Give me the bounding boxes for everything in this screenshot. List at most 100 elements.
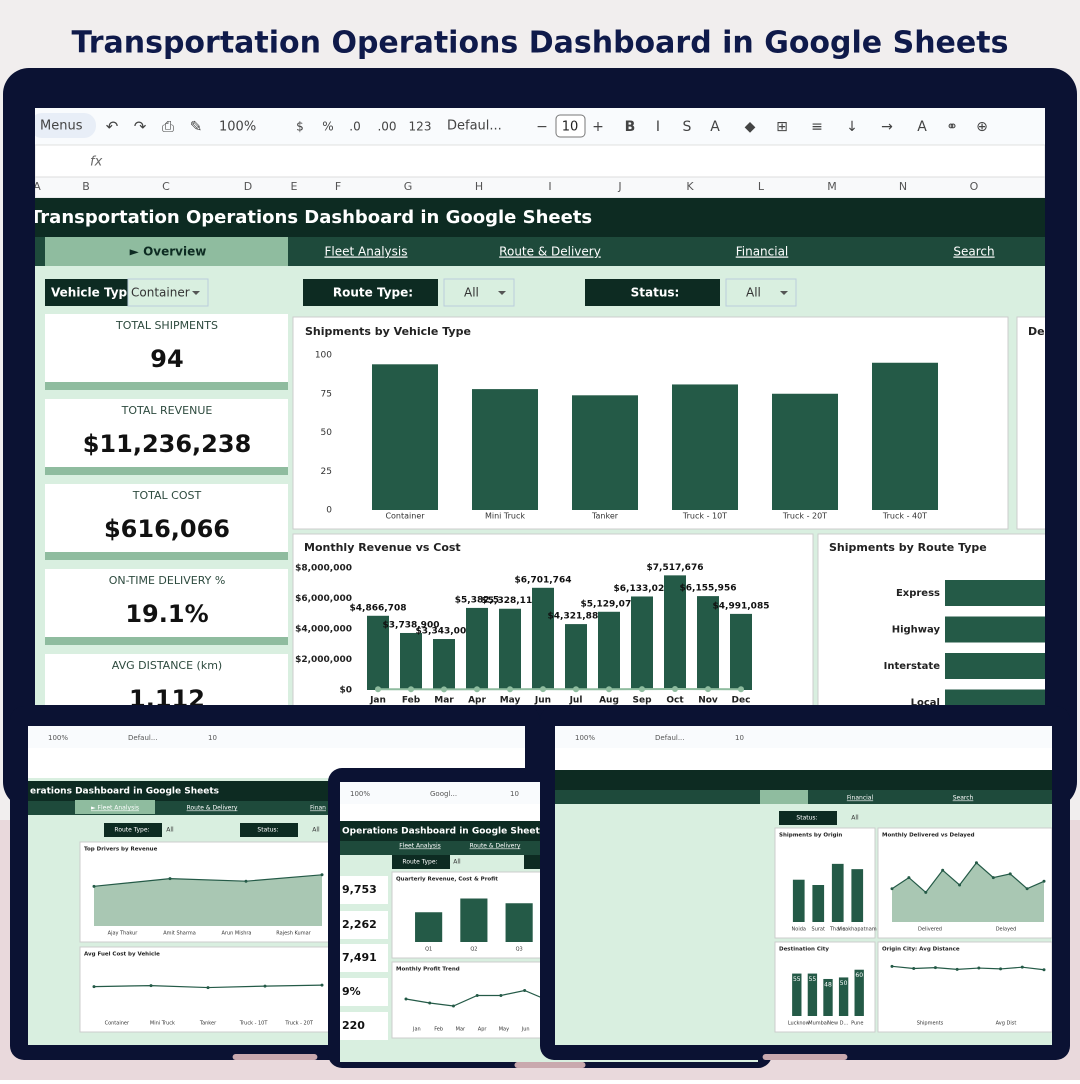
toolbar-icon[interactable]: ✎ xyxy=(190,118,203,136)
filter-value[interactable]: All xyxy=(464,286,479,300)
toolbar-icon[interactable]: − xyxy=(536,119,548,135)
tab[interactable]: Route & Delivery xyxy=(187,805,238,812)
format-button[interactable]: 123 xyxy=(409,120,432,134)
filter[interactable]: All xyxy=(453,859,461,866)
laptop-base xyxy=(763,1054,848,1060)
toolbar-icon[interactable]: ↶ xyxy=(106,118,119,136)
tab[interactable]: Search xyxy=(953,795,974,802)
format-button[interactable]: .0 xyxy=(349,120,360,134)
toolbar-icon[interactable]: ⊞ xyxy=(776,119,788,135)
filter[interactable]: All xyxy=(312,827,320,834)
toolbar-icon[interactable]: ↷ xyxy=(134,118,147,136)
data-label: 55 xyxy=(809,976,817,983)
filter-value[interactable]: Container xyxy=(131,286,190,300)
toolbar-icon[interactable]: ⎙ xyxy=(162,118,174,136)
line-point xyxy=(245,880,248,883)
chart-title: Destination City xyxy=(779,947,829,953)
format-button[interactable]: $ xyxy=(296,120,304,134)
format-button[interactable]: % xyxy=(322,120,333,134)
format-button[interactable]: .00 xyxy=(377,120,396,134)
x-tick-label: Surat xyxy=(812,927,825,933)
toolbar-icon[interactable]: ⊕ xyxy=(976,119,988,135)
toolbar-icon[interactable]: B xyxy=(625,119,636,135)
toolbar-icon[interactable]: ≡ xyxy=(811,119,823,135)
tab[interactable]: Route & Delivery xyxy=(499,245,601,259)
menus-button[interactable]: Menus xyxy=(40,119,83,134)
toolbar-icon[interactable]: + xyxy=(592,119,604,135)
toolbar-icon[interactable]: A xyxy=(710,119,720,135)
data-label: $7,517,676 xyxy=(647,563,704,573)
tab[interactable]: Route & Delivery xyxy=(470,843,521,850)
toolbar-item: Defaul... xyxy=(128,734,158,742)
x-tick-label: Visakhapatnam xyxy=(838,927,877,933)
y-tick-label: $6,000,000 xyxy=(295,594,352,604)
tab[interactable]: Fleet Analysis xyxy=(325,245,408,259)
x-tick-label: Apr xyxy=(468,696,486,706)
chart-title: Top Drivers by Revenue xyxy=(84,847,158,853)
chart-title: Monthly Profit Trend xyxy=(396,967,460,973)
chart-title: Origin City: Avg Distance xyxy=(882,947,960,953)
column-letter: M xyxy=(827,180,837,193)
line-point xyxy=(891,965,894,968)
kpi-label: AVG DISTANCE (km) xyxy=(112,659,222,672)
bar xyxy=(832,864,844,922)
toolbar-icon[interactable]: ◆ xyxy=(745,119,756,135)
toolbar-icon[interactable]: ↓ xyxy=(846,119,858,135)
kpi-value: $11,236,238 xyxy=(83,430,252,458)
tab[interactable]: ► Fleet Analysis xyxy=(91,805,139,812)
toolbar-icon[interactable]: → xyxy=(881,119,893,135)
toolbar-icon[interactable]: ⚭ xyxy=(946,119,958,135)
toolbar-icon[interactable]: I xyxy=(656,119,660,135)
chart-title: Shipments by Vehicle Type xyxy=(305,325,471,338)
bar xyxy=(872,363,938,510)
line-point xyxy=(1043,968,1046,971)
font-size[interactable]: 10 xyxy=(562,120,579,135)
toolbar xyxy=(555,726,1052,748)
line-point xyxy=(93,985,96,988)
sheet-title: erations Dashboard in Google Sheets xyxy=(30,787,219,797)
main-screen: Menus ↶ ↷ ⎙ ✎ 100% $% .0 .00 123 Defaul... 10− + B I S A… xyxy=(30,108,1080,734)
line-point xyxy=(958,884,961,887)
line-point xyxy=(1009,872,1012,875)
line-point xyxy=(169,877,172,880)
x-tick-label: Tanker xyxy=(591,512,619,521)
filter[interactable]: Route Type: xyxy=(402,859,437,866)
x-tick-label: New D... xyxy=(827,1021,849,1027)
toolbar-icon[interactable]: S xyxy=(683,119,692,135)
tab[interactable]: Search xyxy=(953,245,994,259)
y-tick-label: $2,000,000 xyxy=(295,655,352,665)
column-letter: K xyxy=(686,180,694,193)
x-tick-label: Noida xyxy=(792,927,806,933)
x-tick-label: Sep xyxy=(632,696,652,706)
zoom[interactable]: 100% xyxy=(219,120,256,135)
toolbar-item: 10 xyxy=(208,734,217,742)
filter[interactable]: All xyxy=(851,815,859,822)
x-tick-label: Jan xyxy=(369,696,386,706)
column-letter: H xyxy=(475,180,483,193)
x-tick-label: Dec xyxy=(732,696,751,706)
filter[interactable]: Route Type: xyxy=(114,827,149,834)
line-point xyxy=(705,686,711,692)
tab[interactable]: Financial xyxy=(847,795,874,802)
toolbar-item: Defaul... xyxy=(655,734,685,742)
column-letter: D xyxy=(244,180,252,193)
tab[interactable]: Finan xyxy=(310,805,326,812)
x-tick-label: Mar xyxy=(434,696,454,706)
title-bar xyxy=(555,770,1052,790)
filter-value[interactable]: All xyxy=(746,286,761,300)
x-tick-label: Feb xyxy=(434,1027,443,1033)
filter[interactable]: Status: xyxy=(796,815,817,822)
bar xyxy=(598,612,620,690)
tab[interactable]: Financial xyxy=(736,245,789,259)
filter[interactable]: Status: xyxy=(257,827,278,834)
chart-title: Monthly Delivered vs Delayed xyxy=(882,833,975,839)
tab[interactable]: ► Overview xyxy=(130,245,207,259)
tab[interactable]: Fleet Analysis xyxy=(399,843,440,850)
font-select[interactable]: Defaul... xyxy=(447,119,502,134)
toolbar-icon[interactable]: A xyxy=(917,119,927,135)
x-tick-label: May xyxy=(499,1027,509,1033)
filter[interactable]: All xyxy=(166,827,174,834)
filter-label: Vehicle Type: xyxy=(51,286,140,300)
